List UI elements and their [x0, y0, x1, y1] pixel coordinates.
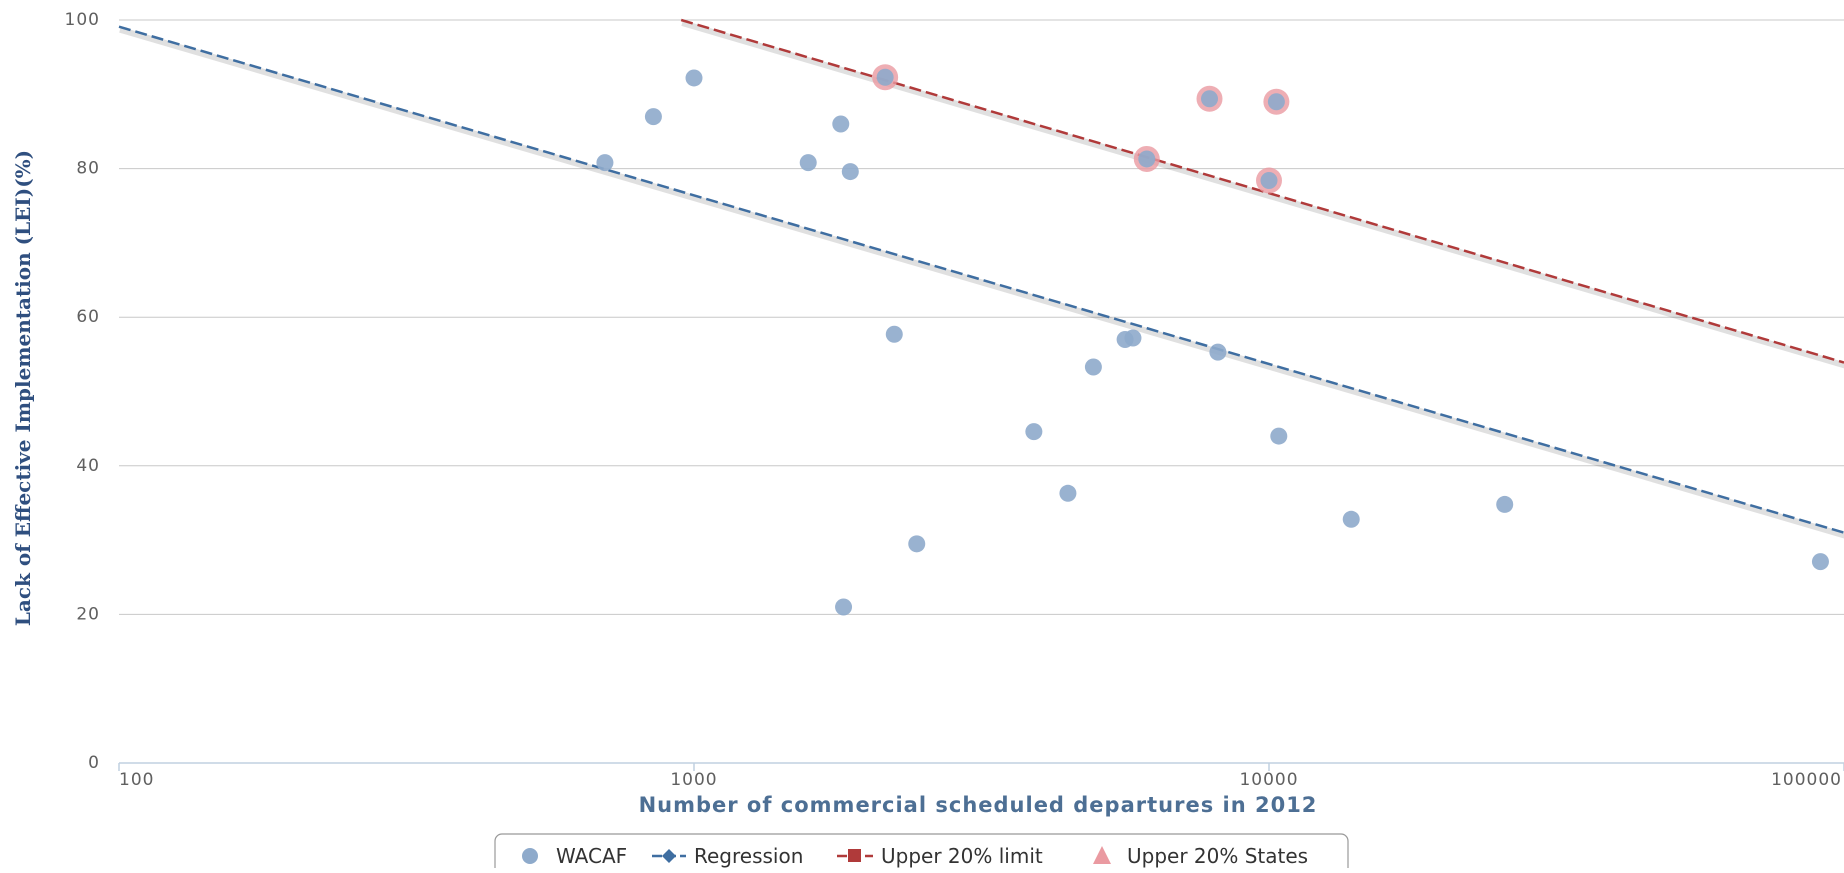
regression-line	[118, 25, 1844, 534]
y-tick-label: 100	[65, 10, 100, 30]
wacaf-point[interactable]	[908, 535, 926, 553]
wacaf-point[interactable]	[841, 163, 859, 181]
x-tick-label: 10000	[1239, 770, 1298, 790]
y-axis-title: Lack of Effective Implementation (LEI)(%…	[11, 150, 35, 626]
wacaf-point[interactable]	[1201, 90, 1219, 108]
wacaf-point[interactable]	[1059, 484, 1077, 502]
legend-upper-states-label[interactable]: Upper 20% States	[1127, 844, 1308, 868]
trend-lines-layer	[118, 18, 1844, 539]
wacaf-point[interactable]	[1025, 423, 1043, 441]
axis-layer: 0 20 40 60 80 100 100 1000 10000 100000	[65, 10, 1844, 790]
wacaf-point[interactable]	[1138, 150, 1156, 168]
wacaf-point[interactable]	[1260, 171, 1278, 189]
grid-layer	[119, 19, 1844, 615]
y-tick-label: 40	[76, 456, 100, 476]
legend[interactable]: WACAF Regression Upper 20% limit Upper 2…	[494, 833, 1349, 873]
legend-upper-limit-marker	[848, 849, 861, 862]
wacaf-point[interactable]	[1267, 93, 1285, 111]
legend-upper-states-marker	[1093, 846, 1111, 864]
wacaf-point[interactable]	[1124, 329, 1142, 347]
upper-20-limit-line-shadow	[681, 20, 1844, 369]
wacaf-point[interactable]	[596, 154, 614, 172]
wacaf-point[interactable]	[1342, 510, 1360, 528]
regression-line-shadow	[119, 26, 1844, 539]
y-tick-label: 60	[76, 307, 100, 327]
wacaf-point[interactable]	[835, 598, 853, 616]
legend-upper-limit-label[interactable]: Upper 20% limit	[881, 844, 1043, 868]
wacaf-point[interactable]	[832, 115, 850, 133]
wacaf-point[interactable]	[1496, 495, 1514, 513]
legend-box	[494, 833, 1349, 873]
y-tick-label: 0	[88, 753, 100, 773]
wacaf-point[interactable]	[876, 68, 894, 86]
points-layer	[596, 64, 1829, 616]
legend-wacaf-marker	[522, 848, 538, 864]
wacaf-point[interactable]	[1811, 553, 1829, 571]
wacaf-point[interactable]	[1270, 427, 1288, 445]
legend-regression-marker	[662, 849, 676, 863]
wacaf-point[interactable]	[799, 154, 817, 172]
x-tick-label: 100000	[1771, 770, 1842, 790]
wacaf-point[interactable]	[1084, 358, 1102, 376]
x-axis-title: Number of commercial scheduled departure…	[639, 793, 1318, 817]
wacaf-point[interactable]	[1209, 343, 1227, 361]
x-tick-label: 1000	[670, 770, 717, 790]
legend-regression-label[interactable]: Regression	[694, 844, 803, 868]
x-tick-label: 100	[119, 770, 154, 790]
wacaf-point[interactable]	[885, 325, 903, 343]
wacaf-point[interactable]	[685, 69, 703, 87]
y-tick-label: 20	[76, 604, 100, 624]
y-tick-label: 80	[76, 159, 100, 179]
legend-wacaf-label[interactable]: WACAF	[556, 844, 627, 868]
wacaf-point[interactable]	[644, 108, 662, 126]
